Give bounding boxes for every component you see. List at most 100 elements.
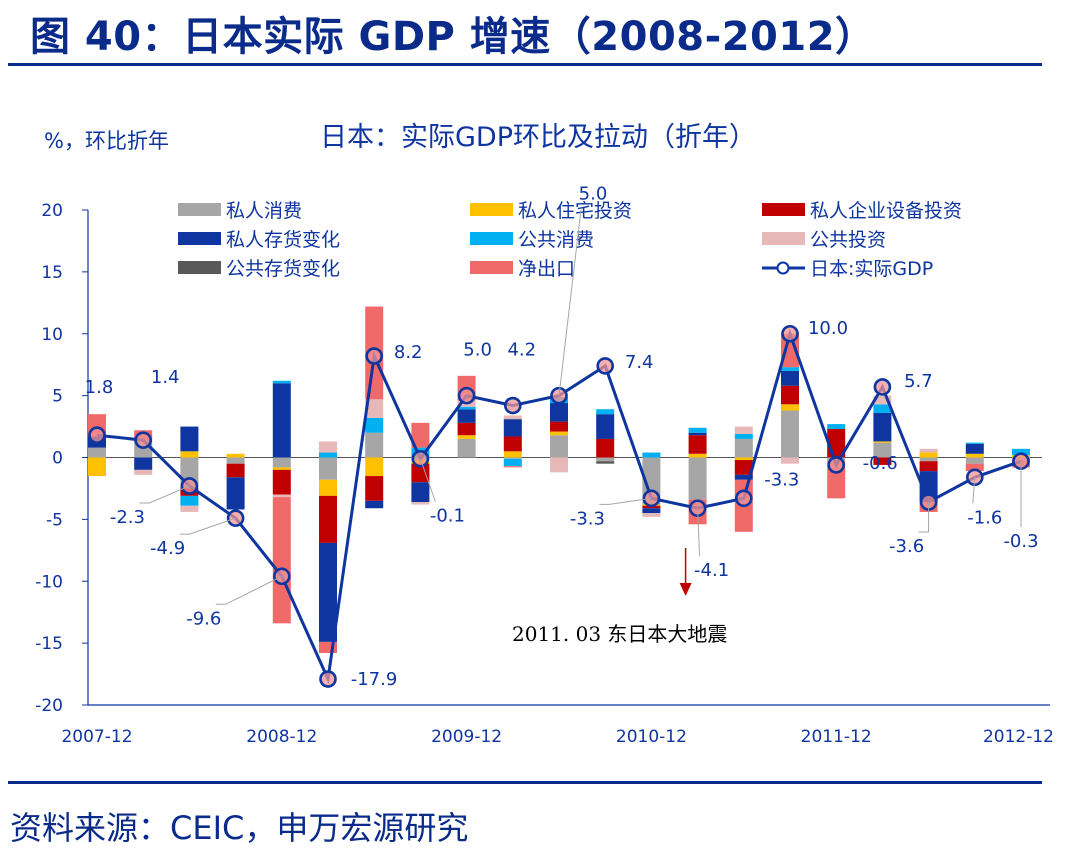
bar-segment xyxy=(88,447,106,458)
bar-segment xyxy=(965,442,984,444)
bar-segment xyxy=(319,452,337,458)
bar-segment xyxy=(503,451,522,458)
gdp-value-label: -3.3 xyxy=(764,469,799,490)
x-tick-label: 2012-12 xyxy=(983,727,1054,747)
bar-segment xyxy=(781,385,799,405)
gdp-point-marker xyxy=(596,357,615,375)
bar-segment xyxy=(503,415,522,420)
bar-segment xyxy=(272,467,291,470)
footer-rule xyxy=(8,781,1042,784)
y-tick-label: 15 xyxy=(41,263,63,283)
gdp-value-label: -17.9 xyxy=(351,669,398,690)
y-tick-label: 20 xyxy=(41,201,63,221)
bar-segment xyxy=(965,463,984,472)
bar-segment xyxy=(365,457,384,477)
gdp-value-label: -3.3 xyxy=(570,508,605,529)
bar-segment xyxy=(919,452,938,458)
chart-title: 日本：实际GDP环比及拉动（折年） xyxy=(320,122,756,153)
bar-segment xyxy=(688,432,707,436)
bar-segment xyxy=(88,457,106,477)
x-tick-label: 2009-12 xyxy=(431,727,502,747)
earthquake-annotation: 2011. 03 东日本大地震 xyxy=(512,548,727,646)
gdp-value-label: -0.6 xyxy=(863,453,898,474)
bar-segment xyxy=(134,457,153,470)
bar-segment xyxy=(226,477,245,510)
bar-segment xyxy=(226,463,245,478)
bar-segment xyxy=(781,404,799,411)
bar-segment xyxy=(873,412,892,442)
bar-segment xyxy=(781,410,799,458)
bar-segment xyxy=(411,482,430,503)
gdp-point-marker xyxy=(365,347,384,365)
bar-segment xyxy=(365,417,384,433)
bar-segment xyxy=(596,461,615,464)
bar-segment xyxy=(272,380,291,384)
bar-segment xyxy=(503,436,522,452)
label-leader-line xyxy=(215,575,283,605)
gdp-point-marker xyxy=(503,396,522,415)
bar-segment xyxy=(503,458,522,467)
gdp-point-marker xyxy=(734,489,753,508)
legend-label: 私人企业设备投资 xyxy=(810,200,962,222)
bar-segment xyxy=(272,383,291,458)
title-rule xyxy=(8,63,1042,66)
legend-line-marker xyxy=(776,261,790,275)
bar-segment xyxy=(180,451,199,458)
bar-segment xyxy=(965,453,984,458)
bar-segment xyxy=(365,432,384,458)
bar-segment xyxy=(734,457,753,460)
bar-segment xyxy=(550,435,568,458)
bar-segment xyxy=(457,409,476,423)
bar-segment xyxy=(734,474,753,480)
legend-label: 公共存货变化 xyxy=(226,258,340,280)
bar-segment xyxy=(550,457,568,473)
bar-segment xyxy=(550,421,568,432)
bar-segment xyxy=(596,438,615,458)
gdp-value-label: 5.7 xyxy=(904,371,933,392)
bar-segment xyxy=(134,469,153,475)
bar-segment xyxy=(873,457,892,465)
gdp-value-label: -4.9 xyxy=(150,538,185,559)
bar-segment xyxy=(226,457,245,464)
bar-segment xyxy=(365,399,384,418)
stacked-bars xyxy=(88,306,1030,654)
gdp-value-label: -0.1 xyxy=(430,506,465,527)
gdp-point-marker xyxy=(873,378,892,396)
bar-segment xyxy=(272,497,291,624)
bar-segment xyxy=(319,495,337,543)
bar-segment xyxy=(596,409,615,415)
bar-segment xyxy=(919,457,938,462)
bar-segment xyxy=(781,370,799,386)
bar-segment xyxy=(457,406,476,410)
legend-label: 公共投资 xyxy=(810,229,886,251)
bar-segment xyxy=(873,395,892,405)
bar-segment xyxy=(734,459,753,475)
label-leader-line xyxy=(599,497,652,505)
bar-segment xyxy=(365,476,384,501)
legend-label: 净出口 xyxy=(518,258,575,280)
legend-swatch xyxy=(762,232,805,245)
bar-segment xyxy=(180,426,199,452)
bar-segment xyxy=(827,424,846,430)
gdp-value-label: 5.0 xyxy=(463,340,492,361)
bar-segment xyxy=(180,505,199,512)
bar-segment xyxy=(365,500,384,509)
legend-label: 私人消费 xyxy=(226,200,302,222)
bar-segment xyxy=(319,457,337,480)
label-leader-line xyxy=(558,209,582,396)
bar-segment xyxy=(734,438,753,458)
y-tick-label: 10 xyxy=(41,325,63,345)
legend-label: 私人住宅投资 xyxy=(518,200,632,222)
legend-swatch xyxy=(178,232,221,245)
gdp-value-label: -2.3 xyxy=(110,507,145,528)
bar-segment xyxy=(781,457,799,464)
y-tick-label: -20 xyxy=(35,696,63,716)
x-tick-label: 2010-12 xyxy=(616,727,687,747)
bar-segment xyxy=(319,542,337,642)
y-tick-label: 5 xyxy=(52,387,63,407)
label-leader-line xyxy=(918,502,930,533)
bar-segment xyxy=(1012,448,1030,456)
bar-segment xyxy=(596,414,615,439)
x-tick-label: 2008-12 xyxy=(246,727,317,747)
